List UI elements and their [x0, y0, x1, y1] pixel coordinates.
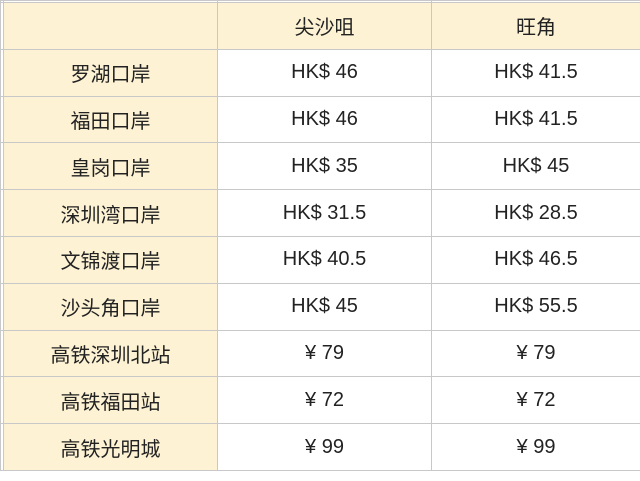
fare-mong-kok[interactable]: HK$ 28.5 [431, 189, 640, 237]
fare-tsim-sha-tsui[interactable]: HK$ 40.5 [217, 235, 432, 284]
fare-mong-kok[interactable]: HK$ 55.5 [431, 282, 640, 331]
fare-mong-kok[interactable]: HK$ 45 [431, 142, 640, 191]
fare-tsim-sha-tsui[interactable]: HK$ 31.5 [217, 189, 432, 237]
header-mong-kok[interactable]: 旺角 [431, 2, 640, 50]
table-row: 深圳湾口岸 HK$ 31.5 HK$ 28.5 [0, 189, 640, 237]
fare-tsim-sha-tsui[interactable]: HK$ 46 [217, 95, 432, 144]
table-row: 皇岗口岸 HK$ 35 HK$ 45 [0, 142, 640, 191]
row-label[interactable]: 皇岗口岸 [3, 142, 218, 191]
row-label[interactable]: 罗湖口岸 [3, 48, 218, 97]
header-tsim-sha-tsui[interactable]: 尖沙咀 [217, 2, 432, 50]
fare-mong-kok[interactable]: HK$ 41.5 [431, 95, 640, 144]
table-row: 高铁福田站 ¥ 72 ¥ 72 [0, 376, 640, 425]
row-label[interactable]: 文锦渡口岸 [3, 235, 218, 284]
top-partial-row [0, 0, 640, 3]
fare-tsim-sha-tsui[interactable]: HK$ 45 [217, 282, 432, 331]
table-row: 沙头角口岸 HK$ 45 HK$ 55.5 [0, 282, 640, 331]
fare-mong-kok[interactable]: HK$ 41.5 [431, 48, 640, 97]
fare-table: 尖沙咀 旺角 罗湖口岸 HK$ 46 HK$ 41.5 福田口岸 HK$ 46 … [0, 0, 640, 471]
fare-tsim-sha-tsui[interactable]: ¥ 79 [217, 329, 432, 378]
fare-tsim-sha-tsui[interactable]: HK$ 35 [217, 142, 432, 191]
row-label[interactable]: 高铁深圳北站 [3, 329, 218, 378]
row-label[interactable]: 福田口岸 [3, 95, 218, 144]
row-label[interactable]: 高铁光明城 [3, 423, 218, 471]
fare-mong-kok[interactable]: HK$ 46.5 [431, 235, 640, 284]
header-row: 尖沙咀 旺角 [0, 2, 640, 50]
row-label[interactable]: 高铁福田站 [3, 376, 218, 425]
fare-mong-kok[interactable]: ¥ 72 [431, 376, 640, 425]
fare-tsim-sha-tsui[interactable]: ¥ 99 [217, 423, 432, 471]
row-label[interactable]: 深圳湾口岸 [3, 189, 218, 237]
fare-tsim-sha-tsui[interactable]: ¥ 72 [217, 376, 432, 425]
table-row: 罗湖口岸 HK$ 46 HK$ 41.5 [0, 48, 640, 97]
fare-mong-kok[interactable]: ¥ 99 [431, 423, 640, 471]
table-row: 福田口岸 HK$ 46 HK$ 41.5 [0, 95, 640, 144]
fare-mong-kok[interactable]: ¥ 79 [431, 329, 640, 378]
table-row: 文锦渡口岸 HK$ 40.5 HK$ 46.5 [0, 235, 640, 284]
table-row: 高铁光明城 ¥ 99 ¥ 99 [0, 423, 640, 471]
row-label[interactable]: 沙头角口岸 [3, 282, 218, 331]
fare-tsim-sha-tsui[interactable]: HK$ 46 [217, 48, 432, 97]
table-row: 高铁深圳北站 ¥ 79 ¥ 79 [0, 329, 640, 378]
header-corner-cell[interactable] [3, 2, 218, 50]
